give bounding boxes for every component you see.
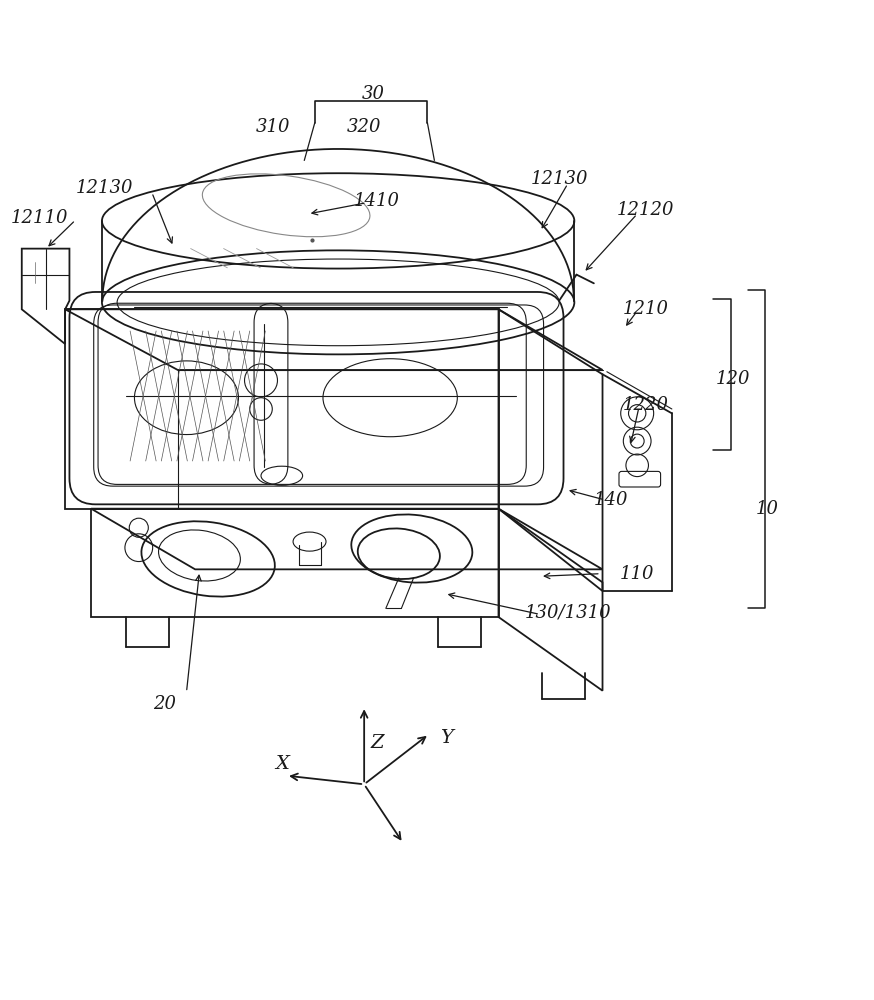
Text: 12110: 12110 xyxy=(10,209,68,227)
Text: 10: 10 xyxy=(756,500,779,518)
Text: 30: 30 xyxy=(361,85,385,103)
Text: Y: Y xyxy=(440,729,453,747)
Text: 140: 140 xyxy=(594,491,628,509)
Text: 12120: 12120 xyxy=(617,201,675,219)
Text: 20: 20 xyxy=(153,695,177,713)
Text: 310: 310 xyxy=(256,118,290,136)
Text: 1210: 1210 xyxy=(623,300,669,318)
Text: Z: Z xyxy=(371,734,384,752)
Text: X: X xyxy=(274,755,288,773)
Text: 1220: 1220 xyxy=(623,396,669,414)
Text: 120: 120 xyxy=(715,370,750,388)
Text: 12130: 12130 xyxy=(531,170,588,188)
Text: 320: 320 xyxy=(347,118,381,136)
Text: 12130: 12130 xyxy=(75,179,133,197)
Text: 110: 110 xyxy=(620,565,655,583)
Text: 1410: 1410 xyxy=(354,192,400,210)
Text: 130/1310: 130/1310 xyxy=(524,604,611,622)
